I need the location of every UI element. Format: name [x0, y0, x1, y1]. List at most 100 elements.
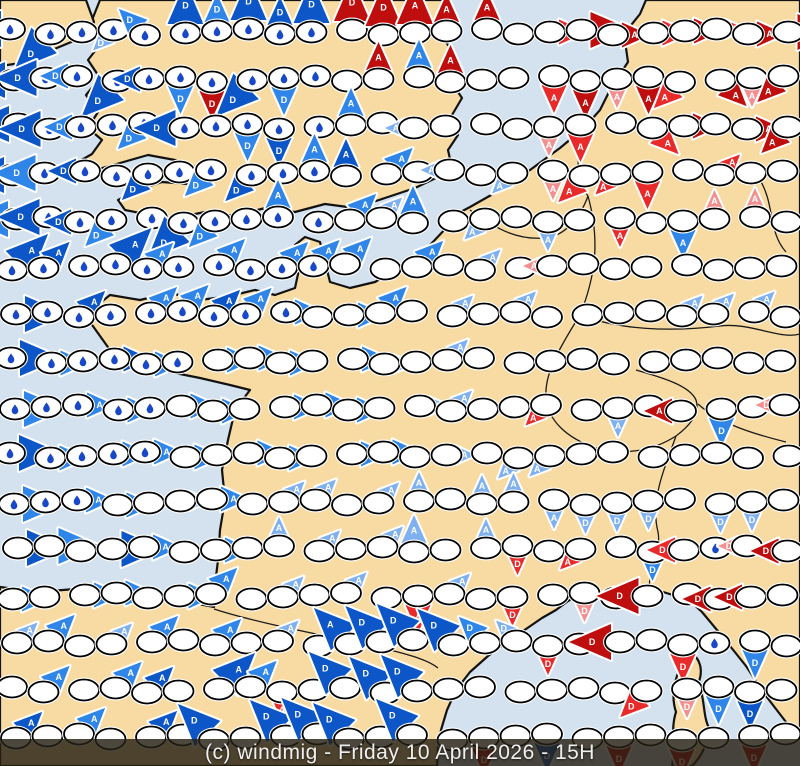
- station: D: [42, 112, 98, 142]
- station: A: [430, 337, 471, 373]
- droplet-icon: [148, 213, 156, 224]
- wind-cone-letter: D: [717, 517, 724, 527]
- station-ellipse: [768, 393, 800, 417]
- station: A: [128, 437, 184, 467]
- station: [235, 491, 270, 517]
- station-ellipse: [538, 488, 570, 512]
- wind-cone-letter: A: [530, 413, 537, 423]
- station-ellipse: [366, 535, 399, 559]
- wind-cone: [709, 418, 734, 446]
- droplet-icon: [107, 310, 114, 321]
- station: A: [328, 235, 374, 277]
- station: A: [165, 282, 211, 324]
- station: [428, 537, 463, 563]
- station-ellipse: [705, 397, 738, 421]
- station: [629, 254, 664, 280]
- wind-cone: [366, 42, 391, 70]
- station: [597, 351, 631, 377]
- station-ellipse: [538, 64, 570, 88]
- droplet-icon: [215, 260, 223, 271]
- station-ellipse: [534, 444, 566, 468]
- wind-cone-letter: A: [258, 294, 265, 304]
- wind-cone: [541, 85, 567, 113]
- station: D: [600, 490, 634, 534]
- wind-cone: [113, 661, 142, 691]
- station-ellipse: [263, 534, 295, 558]
- wind-cone-letter: A: [656, 406, 663, 416]
- droplet-icon: [181, 123, 188, 134]
- wind-cone: [212, 652, 256, 696]
- station: [234, 586, 269, 612]
- station: [330, 68, 364, 94]
- station: [697, 630, 732, 656]
- wind-cone-letter: A: [293, 484, 300, 494]
- station-ellipse: [164, 489, 197, 513]
- wind-cone: [225, 172, 254, 202]
- droplet-icon: [311, 166, 318, 177]
- station-ellipse: [734, 256, 766, 280]
- station-ellipse: [433, 582, 466, 606]
- station-ellipse: [369, 257, 402, 281]
- wind-cone: [144, 666, 174, 696]
- wind-cone-letter: D: [182, 0, 189, 10]
- station-ellipse: [636, 116, 669, 140]
- station: [566, 251, 601, 277]
- station-ellipse: [568, 164, 601, 188]
- droplet-icon: [40, 263, 47, 274]
- station-ellipse: [399, 21, 431, 45]
- wind-cone-letter: A: [443, 5, 450, 15]
- wind-cone-letter: D: [245, 0, 252, 6]
- wind-cone-letter: A: [763, 294, 770, 304]
- station: A: [329, 570, 369, 606]
- station-ellipse: [601, 67, 633, 91]
- station-ellipse: [0, 587, 29, 611]
- wind-cone-letter: A: [91, 297, 98, 307]
- wind-cone-letter: D: [380, 2, 387, 12]
- station-ellipse: [69, 583, 101, 607]
- wind-cone-letter: A: [691, 298, 698, 308]
- wind-cone: [410, 472, 428, 492]
- station: A: [262, 515, 296, 559]
- station-ellipse: [329, 676, 361, 700]
- wind-cone: [504, 473, 523, 493]
- wind-cone: [743, 87, 761, 107]
- droplet-icon: [6, 24, 14, 35]
- wind-cone-letter: A: [461, 393, 468, 403]
- station-ellipse: [430, 19, 463, 43]
- station: A: [630, 159, 665, 211]
- wind-cone-letter: D: [56, 122, 63, 132]
- station-ellipse: [632, 489, 665, 513]
- station-ellipse: [736, 490, 768, 514]
- wind-cone-letter: A: [231, 245, 238, 255]
- wind-cone-letter: A: [292, 579, 299, 589]
- station-ellipse: [635, 628, 668, 652]
- wind-cone: [111, 623, 133, 644]
- station: [467, 301, 501, 327]
- station: [530, 304, 564, 330]
- station-ellipse: [702, 675, 735, 699]
- wind-cone-letter: D: [209, 99, 216, 109]
- station-ellipse: [739, 205, 771, 229]
- station-ellipse: [200, 538, 232, 562]
- station: D: [332, 0, 372, 43]
- wind-cone-letter: A: [128, 668, 135, 678]
- station-ellipse: [603, 301, 635, 325]
- droplet-icon: [276, 29, 284, 40]
- station-ellipse: [771, 539, 800, 563]
- droplet-icon: [180, 218, 187, 229]
- droplet-icon: [245, 24, 252, 35]
- station: [701, 257, 736, 283]
- wind-cone-letter: D: [359, 617, 366, 627]
- wind-cone-letter: D: [17, 212, 24, 222]
- wind-cone-letter: D: [277, 8, 284, 18]
- station: [503, 679, 538, 705]
- station-ellipse: [664, 70, 696, 94]
- station: [436, 208, 471, 234]
- wind-cone: [87, 392, 115, 418]
- station: [300, 304, 335, 330]
- station: A: [369, 145, 415, 187]
- wind-cone-letter: D: [645, 514, 652, 524]
- wind-cone: [248, 660, 277, 690]
- station-ellipse: [202, 348, 234, 372]
- station: D: [291, 0, 332, 45]
